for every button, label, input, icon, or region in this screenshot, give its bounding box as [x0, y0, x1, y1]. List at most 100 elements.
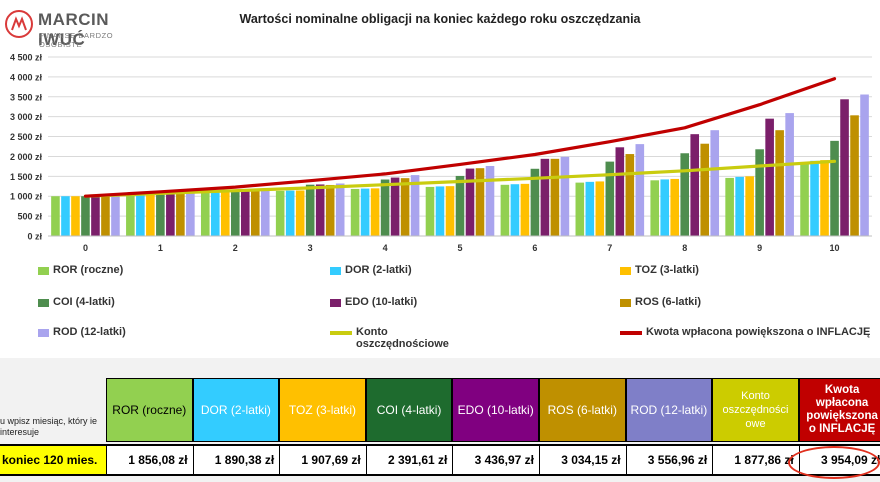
bar-toz — [520, 183, 530, 236]
legend-swatch — [620, 267, 631, 275]
bar-ros — [550, 158, 560, 236]
bar-toz — [595, 181, 605, 236]
bar-rod — [111, 196, 120, 236]
y-tick-label: 4 500 zł — [10, 53, 43, 63]
bar-rod — [860, 94, 869, 237]
bar-toz — [71, 196, 80, 236]
bar-ror — [425, 186, 435, 236]
bar-edo — [765, 118, 774, 236]
bar-ros — [700, 143, 710, 236]
table-header: Konto oszczędności owe — [712, 378, 799, 442]
legend-label: Konto oszczędnościowe — [356, 326, 449, 350]
bar-ros — [101, 196, 110, 236]
bar-ros — [775, 130, 784, 236]
month-row-label[interactable]: koniec 120 mies. — [0, 444, 106, 476]
bar-edo — [166, 193, 175, 236]
legend-swatch — [620, 299, 631, 307]
bar-rod — [186, 193, 195, 236]
month-input-label: u wpisz miesiąc, który ie interesuje — [0, 416, 98, 437]
table-header: ROR (roczne) — [106, 378, 193, 442]
legend-item: ROR (roczne) — [38, 264, 123, 276]
bar-ror — [350, 188, 360, 236]
chart-plot: 0 zł 500 zł 1 000 zł 1 500 zł 2 000 zł 2 500 … — [10, 53, 872, 253]
table-header: DOR (2-latki) — [192, 378, 280, 442]
bar-dor — [61, 196, 70, 236]
bar-dor — [735, 176, 744, 236]
bar-coi — [81, 196, 90, 236]
table-header: TOZ (3-latki) — [279, 378, 366, 442]
table-value: 3 556,96 zł — [625, 444, 713, 476]
bar-rod — [335, 183, 345, 236]
table-value: 3 436,97 zł — [452, 444, 539, 476]
bar-toz — [745, 176, 754, 236]
bar-edo — [91, 196, 100, 236]
legend-swatch — [38, 267, 49, 275]
table-value: 3 034,15 zł — [539, 444, 626, 476]
bar-dor — [285, 190, 295, 236]
bar-toz — [146, 194, 155, 236]
legend-label: Kwota wpłacona powiększona o INFLACJĘ — [646, 326, 871, 338]
y-tick-label: 0 zł — [27, 232, 42, 242]
legend-label: COI (4-latki) — [53, 296, 115, 308]
legend-swatch — [38, 299, 49, 307]
bar-rod — [410, 175, 420, 236]
bar-dor — [360, 188, 370, 236]
bar-ror — [51, 196, 60, 236]
bar-coi — [305, 184, 315, 236]
bar-coi — [830, 140, 839, 236]
bar-coi — [605, 161, 615, 236]
legend-label: DOR (2-latki) — [345, 264, 412, 276]
bar-dor — [810, 160, 819, 236]
legend-item: ROS (6-latki) — [620, 296, 701, 308]
legend-item: ROD (12-latki) — [38, 326, 126, 338]
x-tick-label: 8 — [682, 243, 687, 253]
bar-edo — [390, 177, 400, 236]
bar-edo — [690, 134, 700, 236]
legend-swatch — [330, 299, 341, 307]
table-value: 1 856,08 zł — [106, 444, 193, 476]
bar-toz — [220, 192, 230, 236]
bar-edo — [240, 190, 250, 236]
bar-toz — [370, 188, 380, 236]
bar-toz — [670, 178, 680, 236]
table-value: 1 907,69 zł — [279, 444, 366, 476]
bar-ros — [850, 115, 859, 236]
x-tick-label: 9 — [757, 243, 762, 253]
bar-edo — [540, 158, 550, 236]
summary-table: u wpisz miesiąc, który ie interesuje kon… — [0, 358, 880, 482]
legend-label: TOZ (3-latki) — [635, 264, 699, 276]
bar-coi — [156, 193, 165, 236]
legend-label: ROS (6-latki) — [635, 296, 702, 308]
bar-toz — [295, 190, 305, 236]
bar-coi — [455, 175, 465, 236]
bar-rod — [635, 144, 645, 236]
bar-rod — [485, 165, 495, 236]
bar-ror — [725, 177, 734, 236]
x-tick-label: 6 — [532, 243, 537, 253]
bar-dor — [435, 186, 445, 236]
bar-coi — [680, 153, 690, 236]
bar-ros — [325, 184, 335, 236]
x-tick-label: 1 — [158, 243, 163, 253]
bar-dor — [585, 181, 595, 236]
inflation-line — [83, 77, 837, 198]
savings-account-line — [83, 159, 837, 198]
x-tick-label: 5 — [457, 243, 462, 253]
highlight-circle — [788, 446, 880, 479]
bar-ros — [250, 190, 260, 236]
y-tick-label: 3 500 zł — [10, 92, 43, 102]
brand-tagline: FINANSE BARDZO OSOBISTE — [39, 31, 114, 49]
bar-dor — [510, 184, 520, 236]
legend-label: ROR (roczne) — [53, 264, 124, 276]
brand-name: MARCIN IWUĆ — [38, 10, 109, 49]
bar-rod — [710, 130, 720, 236]
x-tick-label: 4 — [383, 243, 388, 253]
bar-ror — [500, 184, 510, 236]
bar-rod — [785, 113, 794, 236]
x-tick-label: 0 — [83, 243, 88, 253]
legend-item: Konto oszczędnościowe — [330, 326, 450, 350]
x-tick-label: 10 — [830, 243, 840, 253]
bar-edo — [840, 99, 849, 236]
y-tick-label: 4 000 zł — [10, 72, 43, 82]
x-tick-label: 7 — [607, 243, 612, 253]
